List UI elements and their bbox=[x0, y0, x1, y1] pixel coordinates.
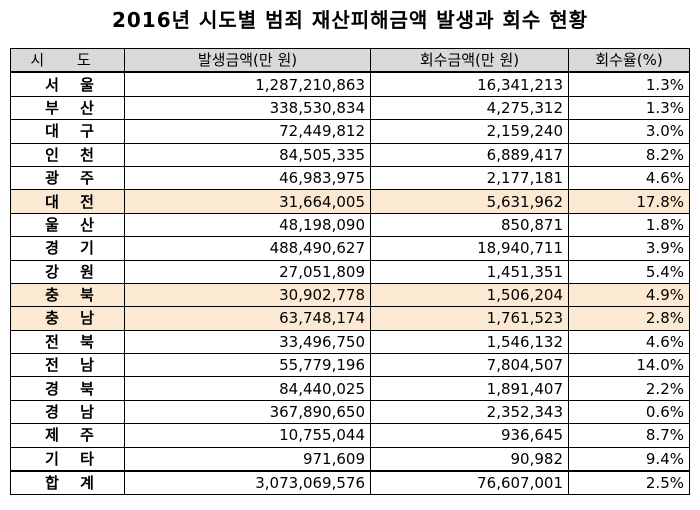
recovered-amount-cell: 16,341,213 bbox=[370, 71, 569, 97]
recovered-amount-cell: 850,871 bbox=[370, 212, 569, 238]
table-header-row: 시 도 발생금액(만 원) 회수금액(만 원) 회수율(%) bbox=[10, 48, 690, 74]
table-row: 기 타 971,609 90,982 9.4% bbox=[10, 446, 690, 472]
recovered-amount-cell: 1,451,351 bbox=[370, 259, 569, 284]
region-cell: 대 전 bbox=[10, 189, 125, 214]
recovered-amount-cell: 1,891,407 bbox=[370, 376, 569, 401]
header-occurred-amount: 발생금액(만 원) bbox=[124, 48, 371, 74]
region-cell: 서 울 bbox=[10, 71, 125, 97]
occurred-amount-cell: 10,755,044 bbox=[124, 423, 371, 448]
table-row: 전 남 55,779,196 7,804,507 14.0% bbox=[10, 353, 690, 378]
recovered-amount-cell: 18,940,711 bbox=[370, 236, 569, 261]
recovery-rate-cell: 5.4% bbox=[568, 259, 690, 284]
recovered-amount-cell: 1,761,523 bbox=[370, 306, 569, 331]
table-row: 서 울 1,287,210,863 16,341,213 1.3% bbox=[10, 71, 690, 97]
recovered-amount-cell: 2,352,343 bbox=[370, 399, 569, 425]
region-cell: 광 주 bbox=[10, 165, 125, 191]
occurred-amount-cell: 1,287,210,863 bbox=[124, 71, 371, 97]
table-row: 충 남 63,748,174 1,761,523 2.8% bbox=[10, 306, 690, 331]
table-total-row: 합 계 3,073,069,576 76,607,001 2.5% bbox=[10, 470, 690, 496]
recovery-rate-cell: 4.6% bbox=[568, 329, 690, 355]
region-cell: 대 구 bbox=[10, 119, 125, 144]
region-cell: 경 북 bbox=[10, 376, 125, 401]
table-row: 제 주 10,755,044 936,645 8.7% bbox=[10, 423, 690, 448]
total-recovered-cell: 76,607,001 bbox=[370, 470, 569, 496]
header-recovered-amount: 회수금액(만 원) bbox=[370, 48, 569, 74]
occurred-amount-cell: 971,609 bbox=[124, 446, 371, 472]
table-row: 강 원 27,051,809 1,451,351 5.4% bbox=[10, 259, 690, 284]
recovery-rate-cell: 1.8% bbox=[568, 212, 690, 238]
occurred-amount-cell: 46,983,975 bbox=[124, 165, 371, 191]
recovery-rate-cell: 9.4% bbox=[568, 446, 690, 472]
recovered-amount-cell: 6,889,417 bbox=[370, 142, 569, 167]
table-body: 서 울 1,287,210,863 16,341,213 1.3% 부 산 338,530… bbox=[10, 71, 690, 496]
recovery-rate-cell: 4.9% bbox=[568, 282, 690, 308]
region-cell: 경 기 bbox=[10, 236, 125, 261]
region-cell: 부 산 bbox=[10, 95, 125, 121]
table-row: 부 산 338,530,834 4,275,312 1.3% bbox=[10, 95, 690, 121]
recovery-rate-cell: 1.3% bbox=[568, 95, 690, 121]
header-region: 시 도 bbox=[10, 48, 125, 74]
table-row: 대 전 31,664,005 5,631,962 17.8% bbox=[10, 189, 690, 214]
recovered-amount-cell: 936,645 bbox=[370, 423, 569, 448]
recovered-amount-cell: 90,982 bbox=[370, 446, 569, 472]
region-cell: 인 천 bbox=[10, 142, 125, 167]
occurred-amount-cell: 55,779,196 bbox=[124, 353, 371, 378]
recovery-rate-cell: 3.0% bbox=[568, 119, 690, 144]
table-row: 충 북 30,902,778 1,506,204 4.9% bbox=[10, 282, 690, 308]
recovery-rate-cell: 14.0% bbox=[568, 353, 690, 378]
region-cell: 전 북 bbox=[10, 329, 125, 355]
recovered-amount-cell: 7,804,507 bbox=[370, 353, 569, 378]
occurred-amount-cell: 488,490,627 bbox=[124, 236, 371, 261]
recovery-rate-cell: 2.2% bbox=[568, 376, 690, 401]
recovered-amount-cell: 5,631,962 bbox=[370, 189, 569, 214]
occurred-amount-cell: 84,505,335 bbox=[124, 142, 371, 167]
recovery-rate-cell: 0.6% bbox=[568, 399, 690, 425]
recovery-rate-cell: 3.9% bbox=[568, 236, 690, 261]
occurred-amount-cell: 72,449,812 bbox=[124, 119, 371, 144]
recovery-rate-cell: 2.8% bbox=[568, 306, 690, 331]
total-region-cell: 합 계 bbox=[10, 470, 125, 496]
table-row: 전 북 33,496,750 1,546,132 4.6% bbox=[10, 329, 690, 355]
recovery-rate-cell: 17.8% bbox=[568, 189, 690, 214]
region-cell: 제 주 bbox=[10, 423, 125, 448]
recovered-amount-cell: 1,506,204 bbox=[370, 282, 569, 308]
region-cell: 강 원 bbox=[10, 259, 125, 284]
property-damage-table: 시 도 발생금액(만 원) 회수금액(만 원) 회수율(%) 서 울 1,287,… bbox=[10, 48, 690, 496]
table-row: 대 구 72,449,812 2,159,240 3.0% bbox=[10, 119, 690, 144]
region-cell: 전 남 bbox=[10, 353, 125, 378]
recovery-rate-cell: 1.3% bbox=[568, 71, 690, 97]
recovered-amount-cell: 2,159,240 bbox=[370, 119, 569, 144]
recovered-amount-cell: 4,275,312 bbox=[370, 95, 569, 121]
region-cell: 충 북 bbox=[10, 282, 125, 308]
data-table-container: 시 도 발생금액(만 원) 회수금액(만 원) 회수율(%) 서 울 1,287,… bbox=[10, 48, 690, 496]
total-occurred-cell: 3,073,069,576 bbox=[124, 470, 371, 496]
table-row: 인 천 84,505,335 6,889,417 8.2% bbox=[10, 142, 690, 167]
table-row: 광 주 46,983,975 2,177,181 4.6% bbox=[10, 165, 690, 191]
occurred-amount-cell: 338,530,834 bbox=[124, 95, 371, 121]
occurred-amount-cell: 48,198,090 bbox=[124, 212, 371, 238]
header-recovery-rate: 회수율(%) bbox=[568, 48, 690, 74]
recovery-rate-cell: 8.2% bbox=[568, 142, 690, 167]
occurred-amount-cell: 31,664,005 bbox=[124, 189, 371, 214]
occurred-amount-cell: 367,890,650 bbox=[124, 399, 371, 425]
table-row: 경 북 84,440,025 1,891,407 2.2% bbox=[10, 376, 690, 401]
recovered-amount-cell: 1,546,132 bbox=[370, 329, 569, 355]
occurred-amount-cell: 63,748,174 bbox=[124, 306, 371, 331]
occurred-amount-cell: 30,902,778 bbox=[124, 282, 371, 308]
region-cell: 울 산 bbox=[10, 212, 125, 238]
table-row: 경 기 488,490,627 18,940,711 3.9% bbox=[10, 236, 690, 261]
recovery-rate-cell: 4.6% bbox=[568, 165, 690, 191]
total-rate-cell: 2.5% bbox=[568, 470, 690, 496]
page-title: 2016년 시도별 범죄 재산피해금액 발생과 회수 현황 bbox=[111, 8, 589, 32]
occurred-amount-cell: 84,440,025 bbox=[124, 376, 371, 401]
occurred-amount-cell: 33,496,750 bbox=[124, 329, 371, 355]
table-row: 경 남 367,890,650 2,352,343 0.6% bbox=[10, 399, 690, 425]
table-row: 울 산 48,198,090 850,871 1.8% bbox=[10, 212, 690, 238]
recovery-rate-cell: 8.7% bbox=[568, 423, 690, 448]
region-cell: 충 남 bbox=[10, 306, 125, 331]
region-cell: 기 타 bbox=[10, 446, 125, 472]
recovered-amount-cell: 2,177,181 bbox=[370, 165, 569, 191]
occurred-amount-cell: 27,051,809 bbox=[124, 259, 371, 284]
region-cell: 경 남 bbox=[10, 399, 125, 425]
